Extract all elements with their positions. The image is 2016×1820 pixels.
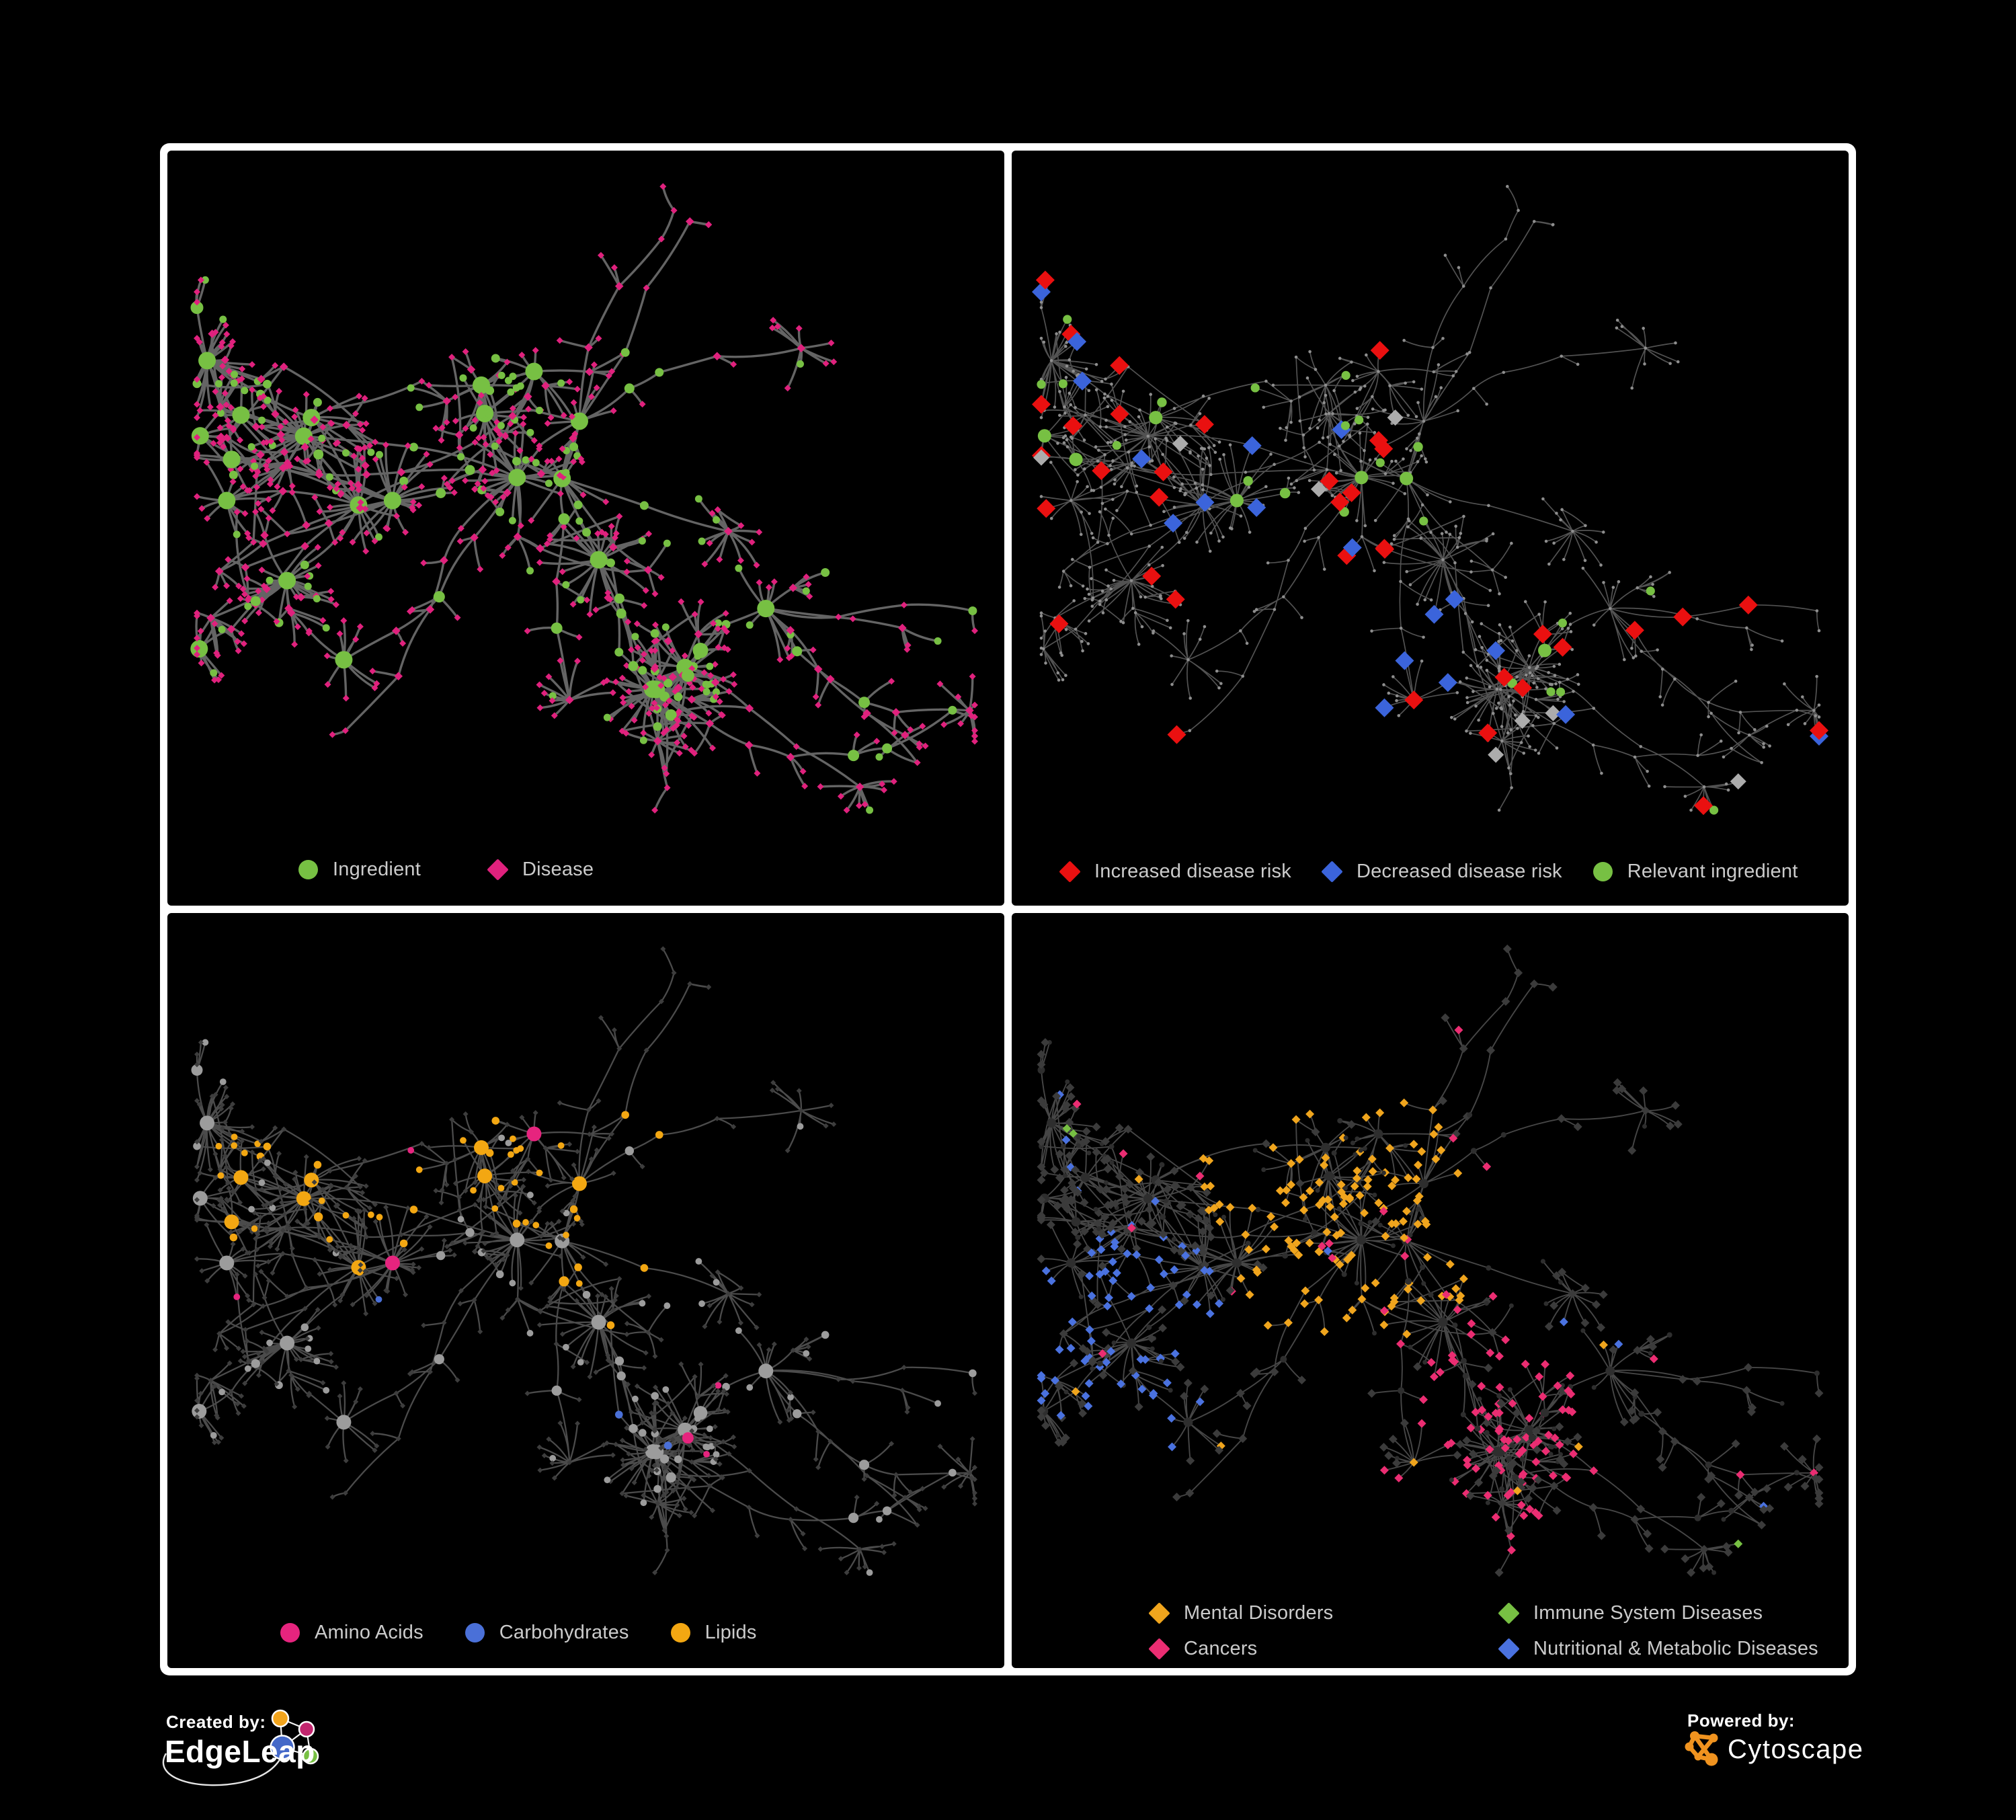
- edgeleap-logo: Created by: EdgeLeap: [157, 1706, 365, 1813]
- diamond-marker-icon: [487, 859, 509, 881]
- panel-disease-risk: Increased disease risk Decreased disease…: [1012, 151, 1849, 906]
- legend-label: Disease: [522, 859, 594, 880]
- panel-disease-categories: Mental Disorders Immune System Diseases …: [1012, 913, 1849, 1668]
- legend-disease-risk: Increased disease risk Decreased disease…: [1059, 861, 1798, 883]
- legend-label: Ingredient: [333, 859, 421, 880]
- edgeleap-brand-text: EdgeLeap: [165, 1734, 315, 1769]
- circle-marker-icon: [1592, 862, 1613, 881]
- diamond-marker-icon: [1498, 1638, 1520, 1660]
- legend-label: Immune System Diseases: [1533, 1602, 1763, 1624]
- diamond-marker-icon: [1321, 861, 1343, 883]
- legend-label: Mental Disorders: [1184, 1602, 1334, 1624]
- network-graph-disease-categories: [1037, 944, 1824, 1577]
- legend-item: Cancers: [1148, 1638, 1499, 1660]
- legend-label: Amino Acids: [315, 1622, 424, 1643]
- legend-item: Ingredient: [298, 859, 421, 881]
- legend-item: Nutritional & Metabolic Diseases: [1498, 1638, 1818, 1660]
- legend-item: Decreased disease risk: [1321, 861, 1562, 883]
- circle-marker-icon: [298, 860, 318, 879]
- diamond-marker-icon: [1498, 1602, 1520, 1624]
- circle-marker-icon: [670, 1623, 690, 1643]
- legend-label: Nutritional & Metabolic Diseases: [1533, 1638, 1818, 1659]
- cytoscape-logo: Powered by: Cytoscape: [1679, 1706, 1968, 1811]
- cytoscape-brand-text: Cytoscape: [1728, 1735, 1864, 1764]
- legend-label: Cancers: [1184, 1638, 1258, 1659]
- legend-item: Carbohydrates: [465, 1622, 629, 1644]
- legend-disease-categories: Mental Disorders Immune System Diseases …: [1148, 1602, 1818, 1660]
- edgeleap-network-icon: [162, 1709, 319, 1786]
- diamond-marker-icon: [1148, 1602, 1170, 1624]
- panel-ingredient-disease: Ingredient Disease: [167, 151, 1004, 906]
- network-graph-ingredient-classes: [191, 946, 977, 1576]
- legend-item: Relevant ingredient: [1592, 861, 1798, 883]
- legend-item: Disease: [487, 859, 594, 881]
- legend-label: Carbohydrates: [499, 1622, 629, 1643]
- network-graph-ingredient-disease: [190, 183, 978, 814]
- legend-item: Immune System Diseases: [1498, 1602, 1818, 1624]
- network-graph-disease-risk: [1032, 185, 1828, 816]
- diamond-marker-icon: [1148, 1638, 1170, 1660]
- legend-label: Decreased disease risk: [1356, 861, 1562, 882]
- legend-item: Lipids: [670, 1622, 757, 1644]
- panel-grid-frame: Ingredient Disease Increased disease ris…: [160, 143, 1856, 1675]
- diamond-marker-icon: [1059, 861, 1081, 883]
- legend-label: Relevant ingredient: [1627, 861, 1798, 882]
- legend-ingredient-disease: Ingredient Disease: [298, 859, 594, 881]
- legend-label: Increased disease risk: [1094, 861, 1291, 882]
- legend-label: Lipids: [704, 1622, 757, 1643]
- cytoscape-network-icon: [1685, 1731, 1718, 1766]
- circle-marker-icon: [465, 1623, 485, 1643]
- circle-marker-icon: [280, 1623, 300, 1643]
- powered-by-label: Powered by:: [1687, 1710, 1796, 1731]
- legend-ingredient-classes: Amino Acids Carbohydrates Lipids: [280, 1622, 757, 1644]
- created-by-label: Created by:: [166, 1712, 266, 1732]
- panel-ingredient-classes: Amino Acids Carbohydrates Lipids: [167, 913, 1004, 1668]
- legend-item: Increased disease risk: [1059, 861, 1291, 883]
- legend-item: Mental Disorders: [1148, 1602, 1499, 1624]
- legend-item: Amino Acids: [280, 1622, 424, 1644]
